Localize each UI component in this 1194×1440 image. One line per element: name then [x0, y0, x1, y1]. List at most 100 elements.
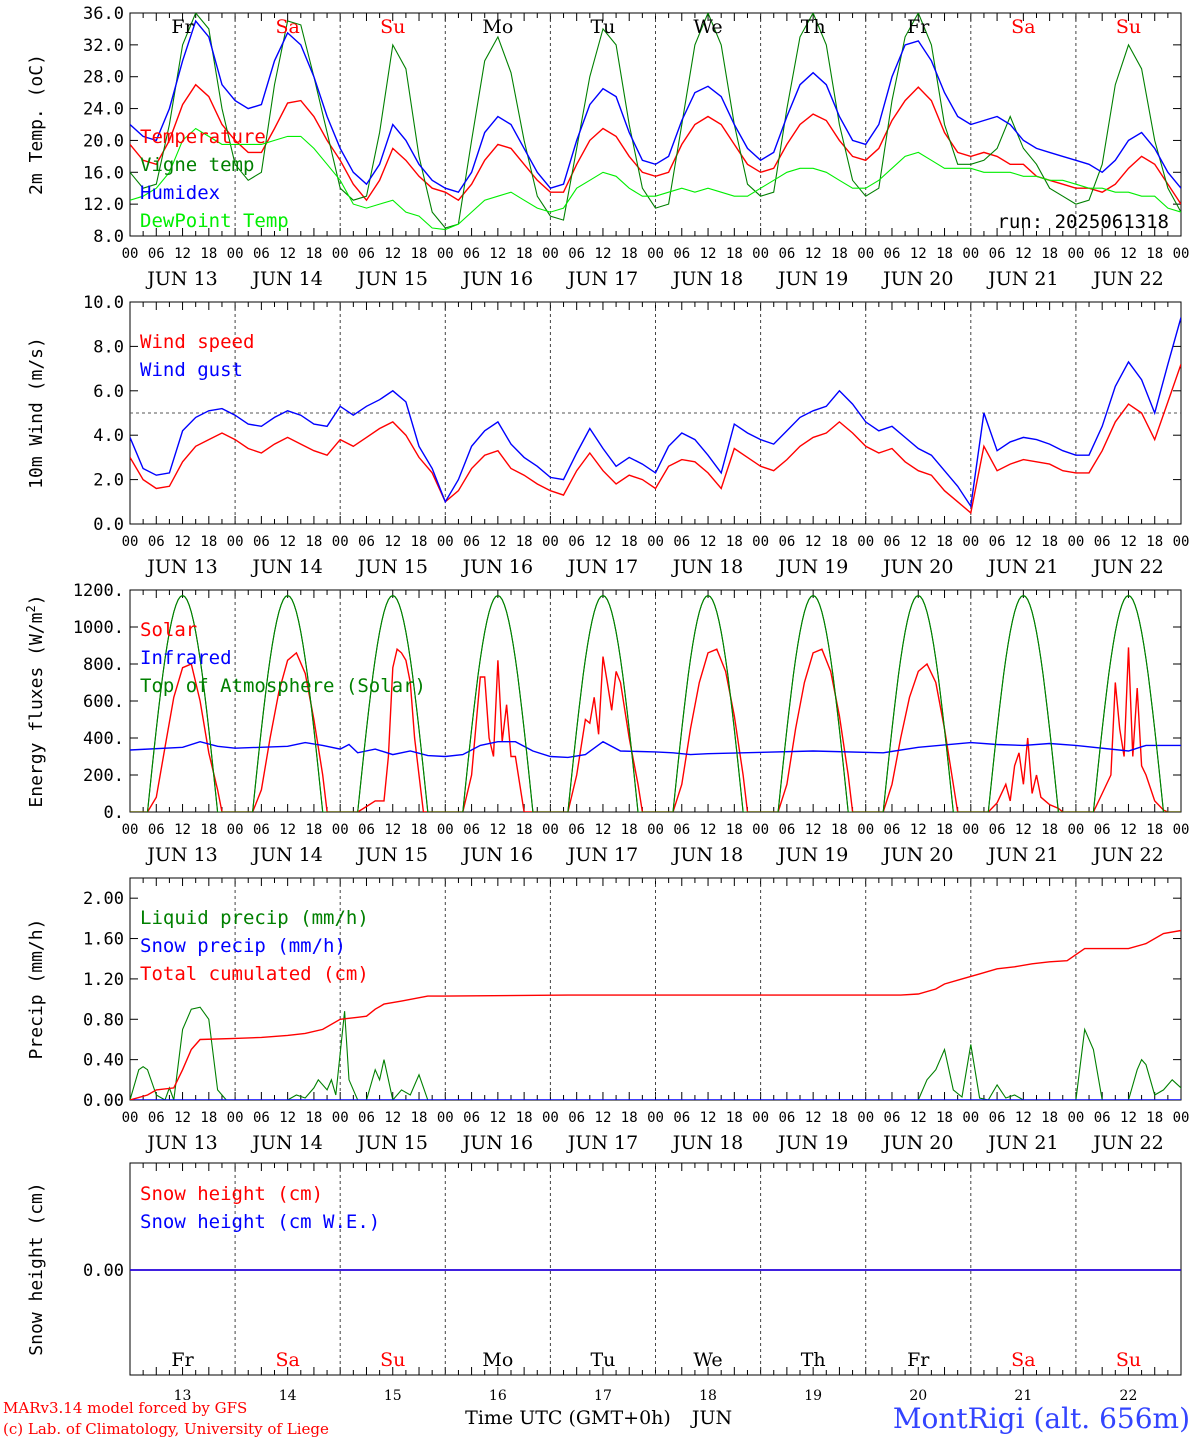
hour-tick-label: 00 — [647, 246, 664, 262]
hour-tick-label: 12 — [384, 246, 401, 262]
hour-tick-label: 12 — [910, 246, 927, 262]
y-tick-label: 1200. — [73, 581, 124, 601]
date-label: JUN 21 — [986, 1132, 1058, 1154]
date-label: JUN 16 — [461, 1132, 533, 1154]
wind-speed-line — [130, 363, 1181, 515]
hour-tick-label: 12 — [279, 534, 296, 550]
hour-tick-label: 06 — [884, 246, 901, 262]
hour-tick-label: 12 — [489, 822, 506, 838]
hour-tick-label: 18 — [831, 246, 848, 262]
day-name-bottom: Tu — [590, 1349, 615, 1371]
y-tick-label: 800. — [83, 655, 124, 675]
hour-tick-label: 00 — [962, 246, 979, 262]
hour-tick-label: 06 — [253, 246, 270, 262]
day-number: 18 — [699, 1388, 717, 1404]
hour-tick-label: 18 — [1146, 1110, 1163, 1126]
day-name-top: Su — [1116, 16, 1141, 38]
hour-tick-label: 18 — [516, 822, 533, 838]
legend-entry: Vigne temp — [140, 154, 254, 176]
day-name-bottom: Fr — [171, 1349, 194, 1371]
hour-tick-label: 00 — [437, 534, 454, 550]
hour-tick-label: 06 — [358, 822, 375, 838]
hour-tick-label: 18 — [305, 534, 322, 550]
hour-tick-label: 12 — [595, 1110, 612, 1126]
date-label: JUN 17 — [566, 844, 638, 866]
solar-line — [130, 647, 1181, 812]
date-label: JUN 18 — [671, 1132, 743, 1154]
hour-tick-label: 06 — [778, 246, 795, 262]
hour-tick-label: 06 — [253, 822, 270, 838]
hour-tick-label: 00 — [122, 246, 139, 262]
hour-tick-label: 06 — [148, 534, 165, 550]
legend-entry: Liquid precip (mm/h) — [140, 907, 369, 929]
time-axis-label: Time UTC (GMT+0h) — [465, 1407, 671, 1429]
y-tick-label: 2.0 — [93, 471, 124, 491]
hour-tick-label: 00 — [1173, 822, 1190, 838]
day-name-top: Mo — [482, 16, 513, 38]
hour-tick-label: 18 — [726, 246, 743, 262]
hour-tick-label: 12 — [910, 534, 927, 550]
date-label: JUN 21 — [986, 268, 1058, 290]
y-tick-label: 28.0 — [83, 68, 124, 88]
hour-tick-label: 00 — [857, 822, 874, 838]
hour-tick-label: 12 — [279, 1110, 296, 1126]
hour-tick-label: 06 — [673, 822, 690, 838]
hour-tick-label: 06 — [463, 534, 480, 550]
hour-tick-label: 00 — [1173, 1110, 1190, 1126]
y-tick-label: 0.00 — [83, 1091, 124, 1111]
vigne-temp-line — [130, 13, 1181, 229]
hour-tick-label: 00 — [1067, 1110, 1084, 1126]
hour-tick-label: 12 — [805, 534, 822, 550]
hour-tick-label: 12 — [805, 822, 822, 838]
date-label: JUN 13 — [145, 844, 217, 866]
date-label: JUN 14 — [250, 556, 322, 578]
hour-tick-label: 18 — [411, 1110, 428, 1126]
date-label: JUN 17 — [566, 268, 638, 290]
hour-tick-label: 00 — [857, 1110, 874, 1126]
date-label: JUN 18 — [671, 556, 743, 578]
hour-tick-label: 12 — [700, 246, 717, 262]
hour-tick-label: 06 — [673, 1110, 690, 1126]
y-tick-label: 16.0 — [83, 163, 124, 183]
date-label: JUN 20 — [881, 268, 953, 290]
date-label: JUN 14 — [250, 844, 322, 866]
y-tick-label: 0.80 — [83, 1010, 124, 1030]
hour-tick-label: 12 — [489, 1110, 506, 1126]
legend-entry: Snow height (cm W.E.) — [140, 1211, 380, 1233]
hour-tick-label: 06 — [568, 822, 585, 838]
hour-tick-label: 00 — [122, 1110, 139, 1126]
hour-tick-label: 18 — [726, 534, 743, 550]
hour-tick-label: 06 — [463, 1110, 480, 1126]
y-axis-label: Energy fluxes (W/m2) — [24, 594, 47, 807]
hour-tick-label: 12 — [1120, 534, 1137, 550]
hour-tick-label: 12 — [174, 1110, 191, 1126]
date-label: JUN 21 — [986, 844, 1058, 866]
hour-tick-label: 18 — [831, 534, 848, 550]
hour-tick-label: 18 — [621, 1110, 638, 1126]
date-label: JUN 15 — [356, 1132, 428, 1154]
y-axis-label: Precip (mm/h) — [26, 919, 47, 1060]
hour-tick-label: 18 — [516, 1110, 533, 1126]
hour-tick-label: 18 — [411, 822, 428, 838]
hour-tick-label: 06 — [673, 534, 690, 550]
hour-tick-label: 12 — [174, 534, 191, 550]
hour-tick-label: 00 — [857, 534, 874, 550]
y-tick-label: 12.0 — [83, 195, 124, 215]
hour-tick-label: 12 — [700, 822, 717, 838]
plot-frame — [129, 12, 1182, 237]
hour-tick-label: 18 — [1041, 1110, 1058, 1126]
hour-tick-label: 00 — [962, 822, 979, 838]
date-label: JUN 20 — [881, 844, 953, 866]
hour-tick-label: 00 — [647, 1110, 664, 1126]
day-name-bottom: Fr — [907, 1349, 930, 1371]
day-name-bottom: Su — [380, 1349, 405, 1371]
hour-tick-label: 12 — [384, 534, 401, 550]
hour-tick-label: 00 — [227, 246, 244, 262]
hour-tick-label: 00 — [122, 534, 139, 550]
hour-tick-label: 06 — [358, 246, 375, 262]
y-tick-label: 600. — [83, 692, 124, 712]
y-tick-label: 24.0 — [83, 100, 124, 120]
date-label: JUN 16 — [461, 556, 533, 578]
day-number: 13 — [174, 1388, 192, 1404]
hour-tick-label: 00 — [752, 534, 769, 550]
